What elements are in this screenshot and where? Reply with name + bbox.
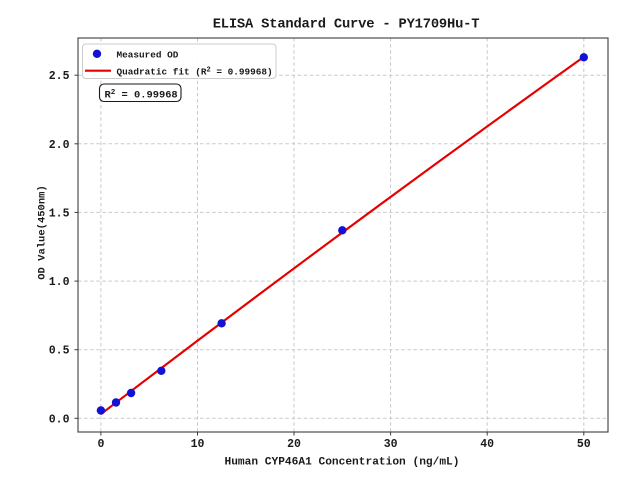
- svg-text:Human CYP46A1 Concentration (n: Human CYP46A1 Concentration (ng/mL): [225, 457, 460, 469]
- svg-text:Measured OD: Measured OD: [117, 50, 179, 61]
- svg-text:0.0: 0.0: [49, 413, 70, 426]
- svg-text:30: 30: [384, 438, 398, 451]
- svg-text:ELISA Standard Curve - PY1709H: ELISA Standard Curve - PY1709Hu-T: [213, 17, 480, 33]
- svg-text:R2 = 0.99968: R2 = 0.99968: [105, 89, 178, 102]
- svg-text:10: 10: [191, 438, 205, 451]
- svg-text:0.5: 0.5: [49, 345, 70, 358]
- svg-text:40: 40: [480, 438, 494, 451]
- svg-text:2.0: 2.0: [49, 139, 70, 152]
- svg-text:1.0: 1.0: [49, 276, 70, 289]
- svg-text:OD Value(450nm): OD Value(450nm): [37, 185, 49, 280]
- svg-text:1.5: 1.5: [49, 207, 70, 220]
- svg-text:Quadratic fit (R2 = 0.99968): Quadratic fit (R2 = 0.99968): [117, 67, 273, 78]
- svg-text:2.5: 2.5: [49, 70, 70, 83]
- svg-text:0: 0: [97, 438, 104, 451]
- svg-text:20: 20: [287, 438, 301, 451]
- svg-text:50: 50: [577, 438, 591, 451]
